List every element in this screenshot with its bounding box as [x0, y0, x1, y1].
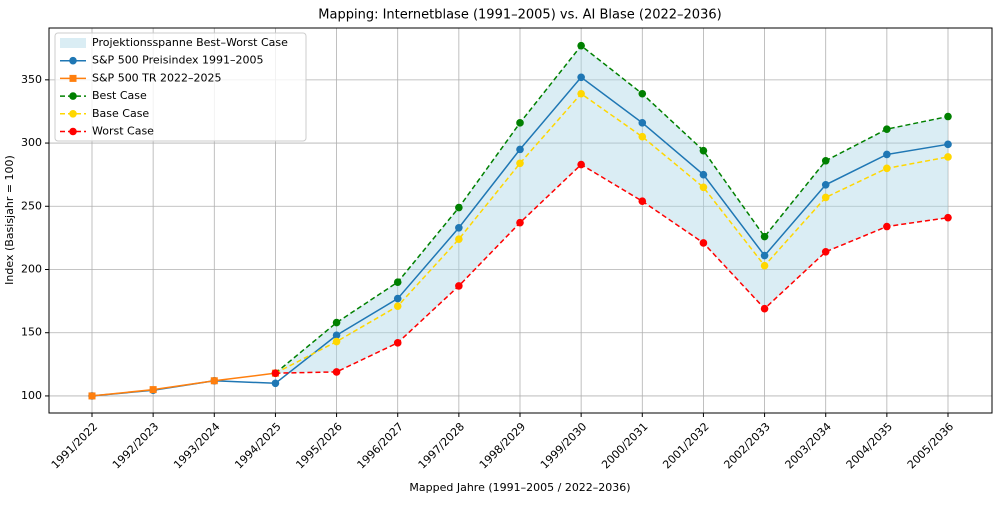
legend-label: Best Case — [92, 89, 147, 102]
marker — [638, 197, 647, 206]
marker — [210, 377, 218, 385]
x-tick-label: 2003/2034 — [783, 420, 834, 471]
marker — [455, 282, 463, 290]
marker — [944, 112, 952, 121]
marker — [699, 183, 708, 192]
x-tick-label: 1993/2024 — [171, 420, 222, 471]
x-tick-label: 1994/2025 — [232, 420, 283, 471]
legend-marker — [69, 127, 77, 136]
marker — [455, 235, 463, 243]
legend-label: Projektionsspanne Best–Worst Case — [92, 36, 288, 49]
marker — [455, 203, 463, 212]
marker — [332, 337, 341, 346]
series-line — [275, 163, 949, 374]
marker — [393, 278, 402, 286]
x-tick-label: 1992/2023 — [110, 420, 161, 471]
y-tick-label: 250 — [21, 199, 42, 212]
marker — [638, 132, 647, 141]
series-line — [275, 92, 949, 374]
x-tick-label: 1997/2028 — [416, 420, 467, 471]
marker — [821, 156, 830, 165]
x-tick-label: 1996/2027 — [355, 420, 406, 471]
marker — [699, 170, 708, 179]
marker — [577, 73, 585, 82]
marker — [638, 89, 647, 98]
marker — [883, 150, 891, 159]
marker — [883, 125, 891, 133]
marker — [88, 392, 96, 400]
marker — [332, 368, 341, 376]
marker — [760, 251, 769, 260]
legend-label: S&P 500 TR 2022–2025 — [92, 71, 222, 84]
marker — [821, 247, 830, 256]
y-tick-label: 150 — [21, 326, 42, 339]
plot-frame — [48, 27, 993, 414]
marker — [760, 304, 769, 313]
x-tick-label: 2002/2033 — [721, 420, 772, 471]
x-tick-label: 1999/2030 — [538, 420, 589, 471]
marker — [699, 239, 708, 247]
marker — [149, 386, 157, 394]
series-line — [91, 372, 276, 397]
marker — [332, 331, 341, 340]
x-tick-label: 2005/2036 — [905, 420, 956, 471]
marker — [821, 180, 830, 189]
y-tick-label: 100 — [21, 389, 42, 402]
marker — [455, 223, 463, 232]
marker — [393, 294, 402, 303]
x-tick-label: 2004/2035 — [844, 420, 895, 471]
y-tick-label: 300 — [21, 136, 42, 149]
marker — [883, 222, 891, 231]
marker — [944, 153, 952, 161]
marker — [638, 119, 647, 127]
marker — [271, 369, 280, 377]
series-line — [274, 44, 949, 374]
marker — [944, 213, 952, 222]
x-tick-label: 2001/2032 — [660, 420, 711, 471]
x-tick-label: 1991/2022 — [49, 420, 100, 471]
marker — [516, 218, 524, 227]
projection-band — [275, 45, 948, 374]
legend-label: Worst Case — [92, 125, 154, 138]
marker — [699, 146, 708, 155]
legend-label: Base Case — [92, 107, 149, 120]
x-tick-label: 1995/2026 — [293, 420, 344, 471]
legend-marker — [69, 74, 77, 82]
marker — [332, 318, 341, 327]
legend-swatch — [60, 38, 86, 48]
marker — [577, 160, 585, 169]
marker — [577, 89, 585, 98]
y-tick-label: 350 — [21, 73, 42, 86]
marker — [760, 261, 769, 270]
marker — [393, 339, 402, 347]
marker — [271, 379, 280, 388]
x-tick-label: 2000/2031 — [599, 420, 650, 471]
legend: Projektionsspanne Best–Worst Case S&P 500… — [54, 32, 307, 142]
x-tick-label: 1998/2029 — [477, 420, 528, 471]
marker — [393, 302, 402, 310]
y-tick-label: 200 — [21, 262, 42, 275]
marker — [516, 119, 524, 127]
legend-marker — [69, 110, 77, 118]
legend-label: S&P 500 Preisindex 1991–2005 — [92, 54, 264, 67]
marker — [577, 41, 585, 50]
legend-marker — [69, 56, 77, 65]
marker — [821, 193, 830, 202]
chart-title: Mapping: Internetblase (1991–2005) vs. A… — [318, 8, 721, 23]
y-axis-label: Index (Basisjahr = 100) — [3, 155, 16, 285]
legend-marker — [69, 92, 77, 100]
marker — [760, 232, 769, 241]
marker — [516, 145, 524, 154]
x-axis-label: Mapped Jahre (1991–2005 / 2022–2036) — [409, 481, 630, 494]
marker — [883, 164, 891, 173]
marker — [944, 140, 952, 149]
marker — [516, 159, 524, 168]
legend-box — [54, 32, 307, 142]
